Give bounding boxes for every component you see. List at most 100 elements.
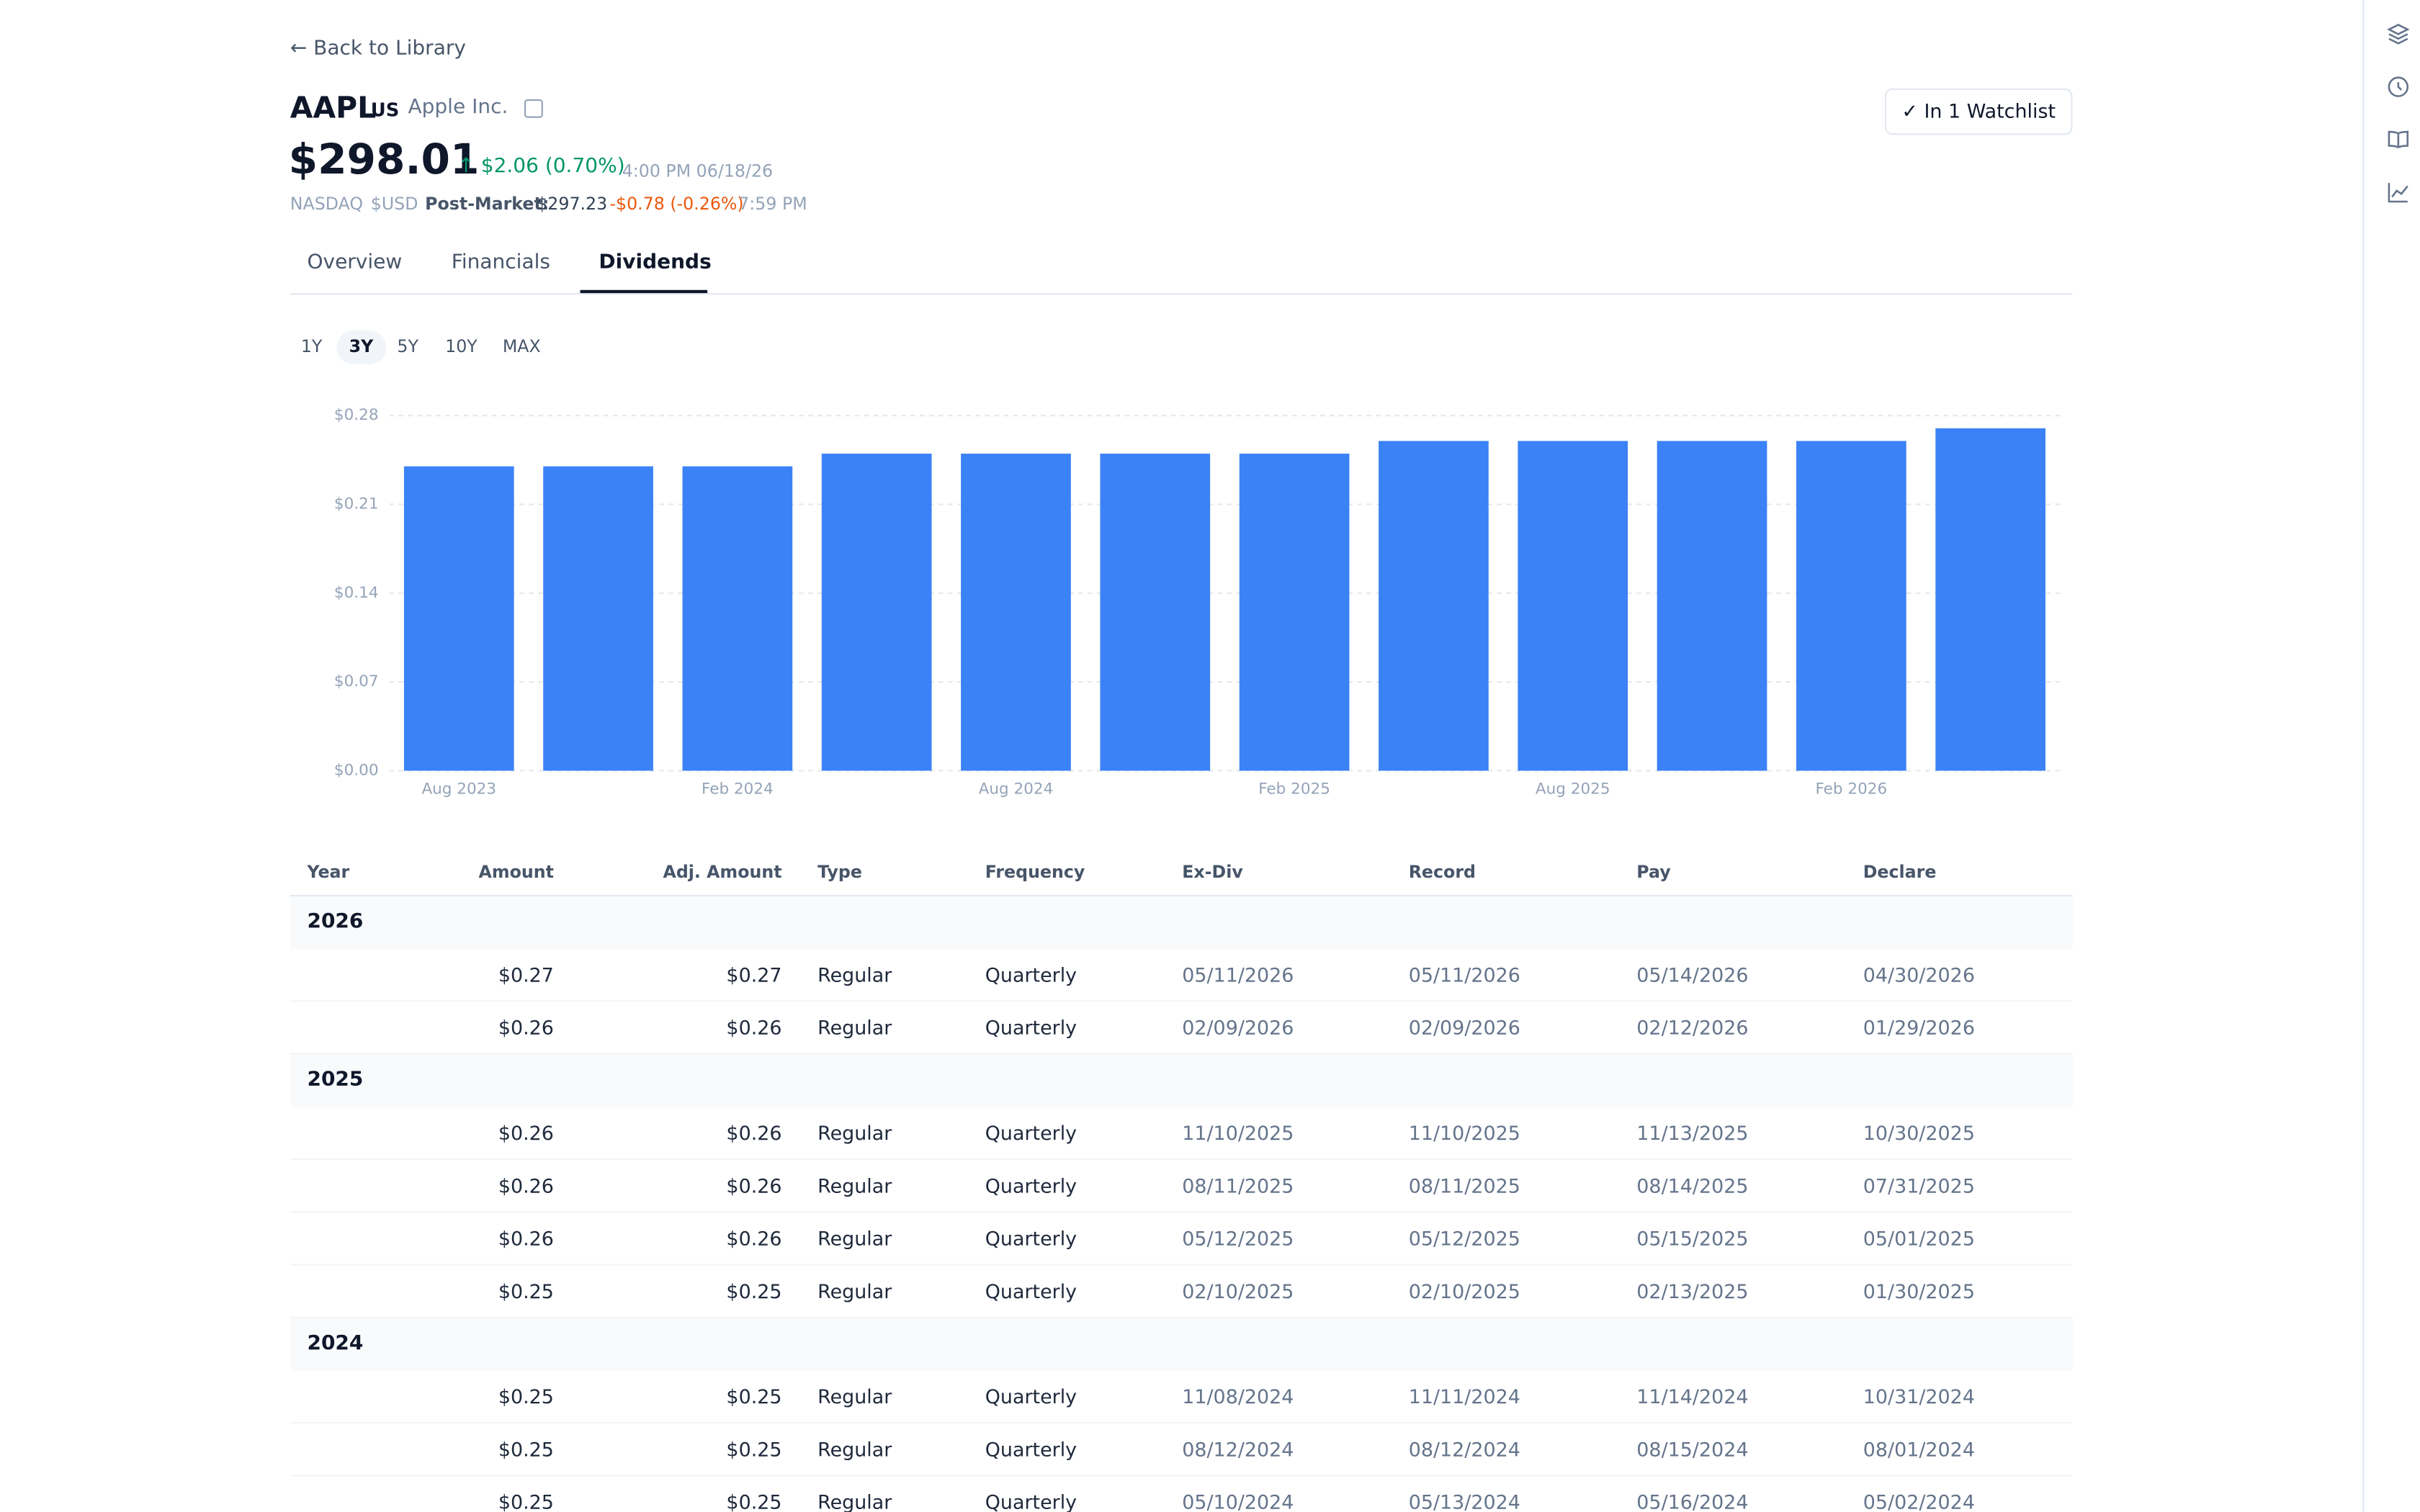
x-tick-label: Aug 2024 bbox=[979, 780, 1054, 798]
x-tick-label: Aug 2025 bbox=[1536, 780, 1610, 798]
bar bbox=[1100, 454, 1211, 771]
price: $298.01 bbox=[288, 136, 480, 185]
table-cell: 04/30/2026 bbox=[1863, 963, 1975, 986]
table-cell: 11/11/2024 bbox=[1408, 1385, 1520, 1408]
table-cell: 05/11/2026 bbox=[1408, 963, 1520, 986]
table-cell: $0.26 bbox=[498, 1015, 554, 1040]
tab[interactable]: Financials bbox=[451, 251, 550, 275]
table-cell: Quarterly bbox=[985, 1385, 1077, 1408]
y-tick-label: $0.21 bbox=[334, 495, 379, 513]
y-tick-label: $0.14 bbox=[334, 584, 379, 602]
chart-icon[interactable] bbox=[2386, 180, 2411, 204]
company: Apple Inc. bbox=[408, 96, 508, 120]
table-cell: $0.26 bbox=[498, 1174, 554, 1197]
bar bbox=[1935, 428, 2046, 771]
table-cell: 02/12/2026 bbox=[1636, 1015, 1749, 1040]
table-cell: 08/12/2024 bbox=[1182, 1437, 1294, 1461]
table-cell: 10/31/2024 bbox=[1863, 1385, 1975, 1408]
table-cell: 10/30/2025 bbox=[1863, 1121, 1975, 1145]
watchlist-text[interactable]: In 1 Watchlist bbox=[1924, 99, 2056, 123]
bar bbox=[543, 466, 653, 771]
column-header: Frequency bbox=[985, 862, 1085, 883]
year-label: 2025 bbox=[307, 1068, 364, 1092]
table-cell: $0.25 bbox=[498, 1385, 554, 1408]
year-row bbox=[290, 1054, 2073, 1107]
post-change: -$0.78 (-0.26%) bbox=[609, 194, 744, 215]
tab[interactable]: Overview bbox=[307, 251, 403, 275]
table-cell: 05/14/2026 bbox=[1636, 963, 1749, 986]
row-border bbox=[290, 1422, 2073, 1424]
back-link[interactable]: ← Back to Library bbox=[290, 37, 466, 60]
tab-divider bbox=[290, 293, 2073, 295]
table-cell: Quarterly bbox=[985, 1490, 1077, 1512]
table-cell: 01/30/2025 bbox=[1863, 1279, 1975, 1303]
year-row bbox=[290, 1318, 2073, 1371]
column-header: Type bbox=[817, 862, 862, 883]
country: US bbox=[370, 99, 400, 121]
table-cell: $0.27 bbox=[726, 963, 782, 986]
table-cell: 02/09/2026 bbox=[1408, 1015, 1520, 1040]
year-label: 2024 bbox=[307, 1332, 364, 1356]
table-cell: 05/12/2025 bbox=[1182, 1226, 1294, 1250]
table-cell: 05/15/2025 bbox=[1636, 1226, 1749, 1250]
table-cell: 02/10/2025 bbox=[1408, 1279, 1520, 1303]
row-border bbox=[290, 1211, 2073, 1213]
chart: $0.00 $0.07 $0.14 $0.21 $0.28 Aug 2023 Feb 202… bbox=[334, 406, 2061, 798]
history-icon[interactable] bbox=[2386, 74, 2411, 99]
range-button[interactable]: 1Y bbox=[300, 336, 323, 357]
table-cell: Regular bbox=[817, 1015, 892, 1040]
watchlist-button[interactable]: ✓ In 1 Watchlist bbox=[1884, 88, 2073, 135]
year-row bbox=[290, 896, 2073, 950]
table-cell: Regular bbox=[817, 1121, 892, 1145]
table-cell: $0.26 bbox=[726, 1121, 782, 1145]
table-cell: Regular bbox=[817, 1226, 892, 1250]
table-cell: 05/01/2025 bbox=[1863, 1226, 1975, 1250]
table-cell: Quarterly bbox=[985, 1226, 1077, 1250]
bar bbox=[821, 454, 932, 771]
table-cell: Quarterly bbox=[985, 1437, 1077, 1461]
column-header: Ex-Div bbox=[1182, 862, 1243, 883]
book-icon[interactable] bbox=[2386, 127, 2411, 152]
post-price: $297.23 bbox=[537, 194, 608, 215]
range-button[interactable]: MAX bbox=[502, 336, 541, 357]
column-header: Year bbox=[307, 862, 350, 883]
table-cell: 01/29/2026 bbox=[1863, 1015, 1975, 1040]
post-label: Post-Market: bbox=[425, 194, 550, 215]
range-button[interactable]: 10Y bbox=[445, 336, 478, 357]
column-header: Pay bbox=[1636, 862, 1671, 883]
table-cell: Quarterly bbox=[985, 1121, 1077, 1145]
table-cell: Regular bbox=[817, 1279, 892, 1303]
row-border bbox=[290, 1000, 2073, 1002]
table-cell: $0.25 bbox=[726, 1279, 782, 1303]
bar bbox=[1518, 441, 1628, 771]
tab-active[interactable]: Dividends bbox=[599, 251, 712, 275]
table-cell: 11/14/2024 bbox=[1636, 1385, 1749, 1408]
table-cell: $0.26 bbox=[726, 1226, 782, 1250]
table-cell: 08/11/2025 bbox=[1182, 1174, 1294, 1197]
table-cell: 08/12/2024 bbox=[1408, 1437, 1520, 1461]
table-cell: $0.25 bbox=[726, 1437, 782, 1461]
layers-icon[interactable] bbox=[2386, 22, 2411, 46]
post-time: 7:59 PM bbox=[738, 194, 807, 215]
table-cell: Regular bbox=[817, 1174, 892, 1197]
table-cell: 08/01/2024 bbox=[1863, 1437, 1975, 1461]
tab-underline bbox=[580, 289, 708, 294]
column-header: Adj. Amount bbox=[663, 862, 782, 883]
info-icon[interactable] bbox=[524, 99, 543, 118]
back-text[interactable]: Back to Library bbox=[313, 37, 466, 60]
row-border bbox=[290, 1264, 2073, 1266]
column-header: Amount bbox=[478, 862, 554, 883]
x-tick-label: Feb 2025 bbox=[1258, 780, 1330, 798]
table-cell: $0.25 bbox=[726, 1385, 782, 1408]
table-cell: $0.25 bbox=[498, 1490, 554, 1512]
currency: $USD bbox=[370, 194, 418, 215]
table-cell: $0.25 bbox=[498, 1279, 554, 1303]
range-button[interactable]: 5Y bbox=[397, 336, 418, 357]
table-cell: 11/13/2025 bbox=[1636, 1121, 1749, 1145]
time: 4:00 PM 06/18/26 bbox=[622, 161, 774, 181]
table-cell: 02/09/2026 bbox=[1182, 1015, 1294, 1040]
range-button-active[interactable]: 3Y bbox=[336, 330, 386, 365]
row-border bbox=[290, 1158, 2073, 1161]
